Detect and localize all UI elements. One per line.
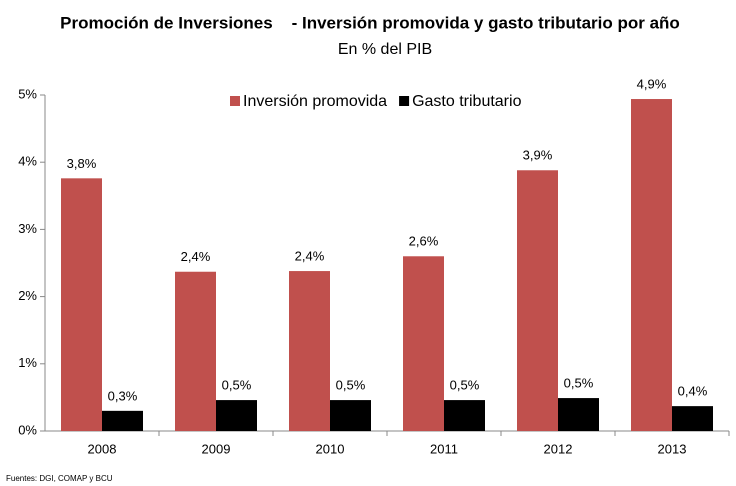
data-label: 2,6% <box>409 234 439 249</box>
y-tick-label: 3% <box>18 221 37 236</box>
bar <box>61 178 102 431</box>
bar <box>330 400 371 431</box>
data-label: 0,5% <box>450 378 480 393</box>
data-label: 0,5% <box>564 376 594 391</box>
data-label: 0,5% <box>336 378 366 393</box>
y-tick-label: 2% <box>18 288 37 303</box>
x-tick-label: 2013 <box>658 441 687 456</box>
data-label: 2,4% <box>181 249 211 264</box>
x-tick-label: 2009 <box>202 441 231 456</box>
bar <box>672 406 713 431</box>
bar <box>102 410 143 431</box>
data-label: 4,9% <box>637 76 667 91</box>
bar <box>631 99 672 432</box>
y-tick-label: 0% <box>18 422 37 437</box>
data-label: 0,4% <box>678 384 708 399</box>
data-label: 3,8% <box>67 156 97 171</box>
bar <box>289 271 330 431</box>
source-note: Fuentes: DGI, COMAP y BCU <box>6 474 113 483</box>
chart-subtitle: En % del PIB <box>338 41 432 58</box>
data-label: 3,9% <box>523 148 553 163</box>
chart-title: Promoción de Inversiones - Inversión pro… <box>60 13 680 32</box>
x-tick-label: 2011 <box>430 441 458 456</box>
x-tick-label: 2008 <box>88 441 117 456</box>
bar <box>558 398 599 431</box>
bar <box>216 400 257 431</box>
legend-swatch <box>230 96 240 106</box>
x-tick-label: 2012 <box>544 441 573 456</box>
legend-swatch <box>399 96 410 106</box>
x-tick-label: 2010 <box>316 441 345 456</box>
bar <box>517 170 558 431</box>
y-tick-label: 4% <box>18 154 37 169</box>
data-label: 0,5% <box>222 378 252 393</box>
legend-label: Gasto tributario <box>412 93 521 110</box>
y-tick-label: 5% <box>18 86 37 101</box>
data-label: 2,4% <box>295 249 325 264</box>
bar <box>444 400 485 431</box>
data-label: 0,3% <box>108 388 138 403</box>
bar <box>403 256 444 431</box>
bar <box>175 271 216 431</box>
y-tick-label: 1% <box>18 355 37 370</box>
legend-label: Inversión promovida <box>243 93 387 110</box>
